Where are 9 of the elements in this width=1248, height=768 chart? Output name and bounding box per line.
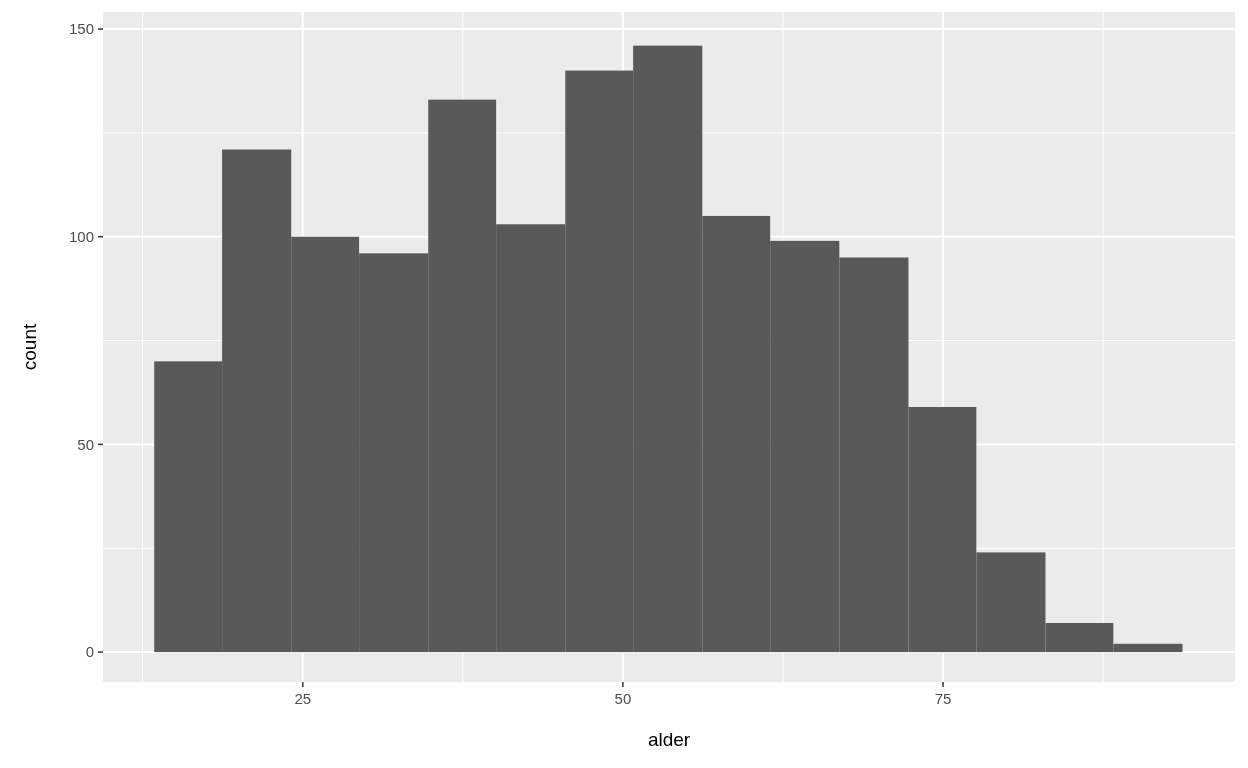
y-tick-label: 100: [68, 227, 94, 245]
y-tick-label: 0: [85, 643, 94, 661]
x-axis-title: alder: [647, 729, 691, 750]
y-axis-title: count: [19, 323, 40, 371]
x-tick-label: 75: [934, 690, 952, 707]
y-tick-label: 150: [68, 20, 94, 38]
y-tick-label: 50: [77, 435, 94, 453]
x-tick-label: 25: [294, 690, 312, 707]
x-tick-label: 50: [614, 690, 632, 707]
